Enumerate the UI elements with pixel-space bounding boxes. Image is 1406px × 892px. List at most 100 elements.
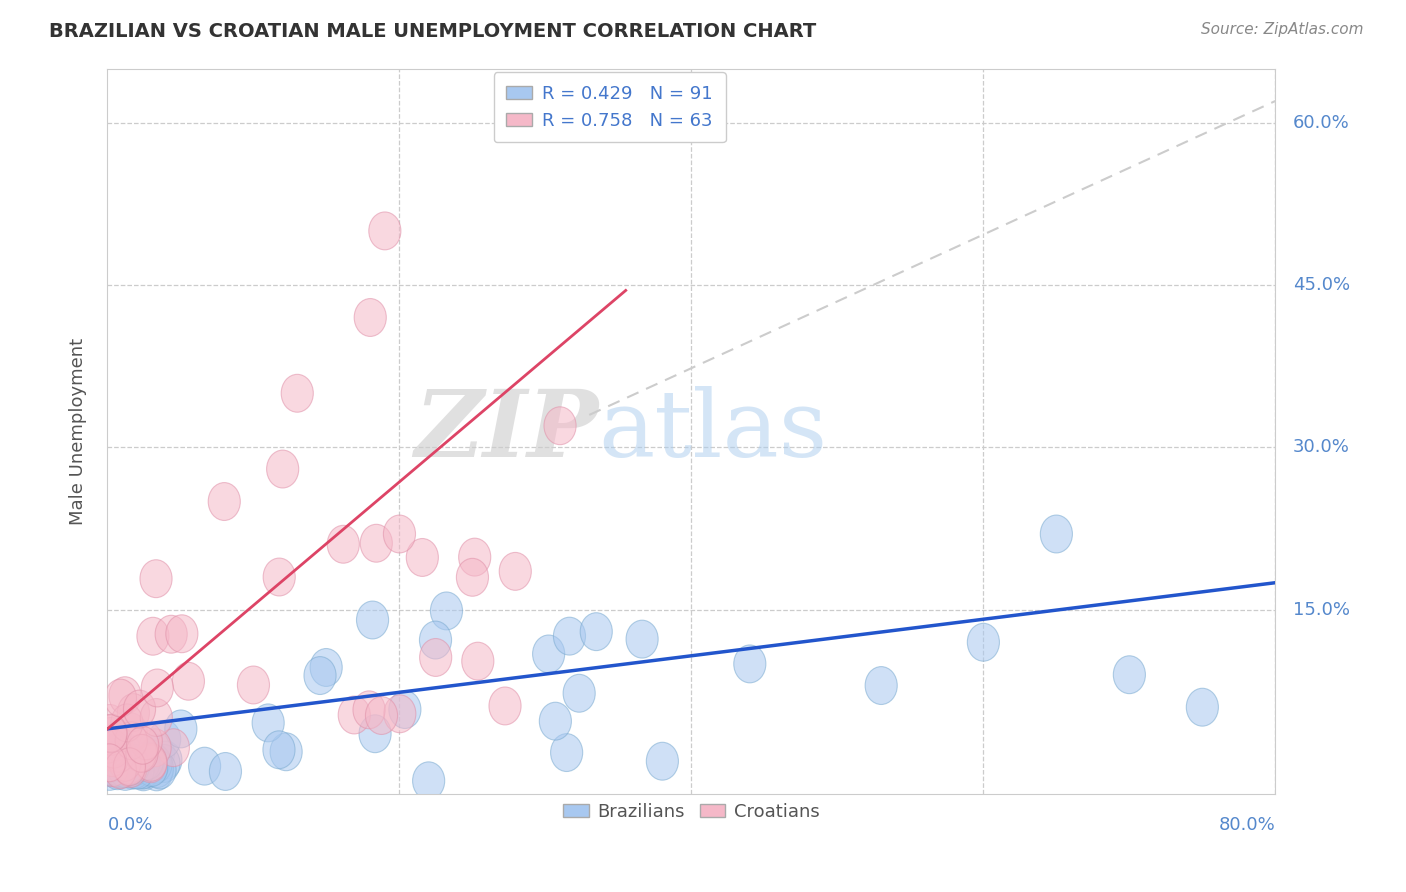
Text: 45.0%: 45.0% — [1294, 276, 1350, 294]
Ellipse shape — [105, 736, 138, 774]
Ellipse shape — [94, 705, 127, 742]
Ellipse shape — [114, 749, 146, 788]
Ellipse shape — [96, 744, 128, 782]
Ellipse shape — [141, 669, 173, 706]
Ellipse shape — [111, 704, 143, 742]
Ellipse shape — [93, 744, 125, 781]
Ellipse shape — [114, 747, 145, 786]
Ellipse shape — [94, 753, 125, 790]
Ellipse shape — [94, 742, 125, 780]
Ellipse shape — [117, 694, 149, 731]
Ellipse shape — [118, 739, 150, 777]
Ellipse shape — [166, 615, 198, 653]
Ellipse shape — [533, 635, 565, 673]
Ellipse shape — [115, 722, 148, 760]
Ellipse shape — [647, 742, 679, 780]
Ellipse shape — [148, 745, 180, 782]
Ellipse shape — [94, 715, 127, 753]
Ellipse shape — [281, 375, 314, 412]
Ellipse shape — [100, 723, 132, 761]
Ellipse shape — [458, 538, 491, 576]
Ellipse shape — [124, 734, 156, 772]
Ellipse shape — [94, 748, 127, 787]
Text: Male Unemployment: Male Unemployment — [69, 337, 87, 524]
Ellipse shape — [384, 515, 416, 553]
Ellipse shape — [125, 750, 157, 789]
Ellipse shape — [125, 747, 157, 784]
Ellipse shape — [384, 695, 416, 732]
Ellipse shape — [122, 751, 155, 789]
Ellipse shape — [94, 746, 127, 784]
Ellipse shape — [105, 750, 138, 788]
Ellipse shape — [115, 713, 148, 751]
Ellipse shape — [135, 745, 167, 782]
Ellipse shape — [141, 560, 172, 598]
Ellipse shape — [105, 750, 138, 788]
Ellipse shape — [127, 726, 159, 764]
Ellipse shape — [209, 753, 242, 790]
Ellipse shape — [108, 732, 141, 771]
Ellipse shape — [112, 747, 145, 784]
Legend: Brazilians, Croatians: Brazilians, Croatians — [555, 796, 827, 829]
Ellipse shape — [165, 710, 197, 747]
Ellipse shape — [360, 524, 392, 562]
Ellipse shape — [389, 690, 420, 729]
Ellipse shape — [110, 750, 142, 788]
Text: 80.0%: 80.0% — [1219, 815, 1275, 833]
Ellipse shape — [419, 621, 451, 659]
Ellipse shape — [564, 674, 595, 712]
Ellipse shape — [91, 725, 124, 763]
Ellipse shape — [499, 552, 531, 591]
Ellipse shape — [117, 746, 148, 784]
Ellipse shape — [124, 690, 156, 728]
Ellipse shape — [368, 212, 401, 250]
Ellipse shape — [238, 666, 270, 704]
Ellipse shape — [110, 746, 142, 784]
Ellipse shape — [540, 702, 571, 740]
Ellipse shape — [457, 558, 488, 596]
Ellipse shape — [143, 751, 176, 789]
Ellipse shape — [110, 753, 141, 790]
Ellipse shape — [142, 749, 173, 788]
Ellipse shape — [131, 722, 162, 760]
Ellipse shape — [128, 753, 159, 790]
Ellipse shape — [98, 748, 129, 787]
Ellipse shape — [128, 751, 160, 789]
Ellipse shape — [353, 691, 385, 729]
Ellipse shape — [149, 720, 181, 758]
Ellipse shape — [103, 750, 134, 788]
Ellipse shape — [120, 748, 150, 786]
Ellipse shape — [111, 747, 143, 784]
Ellipse shape — [155, 615, 187, 653]
Ellipse shape — [135, 739, 166, 777]
Ellipse shape — [112, 747, 145, 786]
Ellipse shape — [128, 744, 160, 781]
Ellipse shape — [101, 727, 134, 765]
Ellipse shape — [96, 717, 128, 756]
Ellipse shape — [544, 407, 576, 445]
Ellipse shape — [125, 736, 156, 774]
Ellipse shape — [412, 762, 444, 800]
Ellipse shape — [430, 592, 463, 630]
Ellipse shape — [366, 697, 398, 734]
Ellipse shape — [142, 734, 174, 772]
Ellipse shape — [734, 645, 766, 683]
Ellipse shape — [117, 744, 148, 781]
Ellipse shape — [132, 742, 165, 780]
Ellipse shape — [267, 450, 298, 488]
Ellipse shape — [136, 617, 169, 656]
Ellipse shape — [101, 752, 134, 789]
Ellipse shape — [108, 734, 139, 772]
Ellipse shape — [141, 698, 173, 737]
Text: atlas: atlas — [598, 386, 827, 476]
Ellipse shape — [489, 687, 522, 725]
Ellipse shape — [111, 737, 143, 774]
Ellipse shape — [117, 751, 149, 789]
Ellipse shape — [96, 748, 128, 787]
Ellipse shape — [93, 747, 125, 785]
Ellipse shape — [357, 601, 388, 639]
Ellipse shape — [359, 714, 391, 753]
Ellipse shape — [311, 648, 342, 687]
Ellipse shape — [139, 729, 172, 767]
Ellipse shape — [105, 735, 138, 772]
